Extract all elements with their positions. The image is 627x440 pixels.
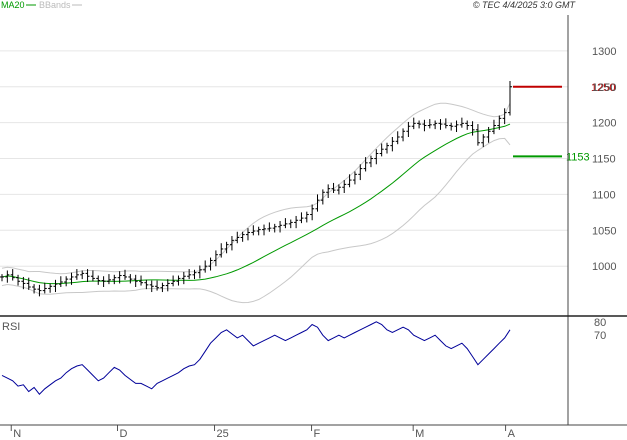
y-tick-label: 1000 [592, 261, 616, 273]
y-tick-label: 1300 [592, 46, 616, 58]
ma20-line [1, 123, 511, 285]
x-tick-label: F [314, 428, 321, 440]
bband-upper [1, 102, 511, 275]
x-tick-label: D [120, 428, 128, 440]
resistance-label: 1250 [591, 82, 615, 94]
rsi-tick-label: 80 [594, 317, 606, 329]
grid [0, 50, 568, 267]
price-bars [0, 81, 512, 297]
rsi-tick-label: 70 [594, 330, 606, 342]
x-tick-label: N [13, 428, 21, 440]
ma20-path [1, 123, 511, 285]
y-tick-label: 1050 [592, 225, 616, 237]
axes: 1300 1250 1200 1150 1100 1050 1000 N D 25 F M A [0, 15, 627, 440]
support-label: 1153 [566, 151, 590, 163]
watermark: © TEC 4/4/2025 3:0 GMT [473, 0, 577, 10]
legend-bbands: BBands [39, 0, 71, 10]
y-tick-label: 1200 [592, 118, 616, 130]
x-tick-label: 25 [217, 428, 229, 440]
y-tick-label: 1250 [592, 82, 616, 94]
y-tick-label: 1150 [592, 154, 616, 166]
legend: MA20 BBands [1, 0, 82, 10]
x-tick-label: M [415, 428, 424, 440]
rsi-line [1, 321, 511, 395]
price-annotations: 1250 1153 [513, 82, 615, 163]
y-tick-label: 1100 [592, 189, 616, 201]
bband-lower [1, 137, 511, 304]
rsi-panel-title: RSI [2, 321, 20, 333]
bollinger-bands [1, 102, 511, 304]
legend-ma20: MA20 [1, 0, 25, 10]
x-tick-label: A [508, 428, 516, 440]
